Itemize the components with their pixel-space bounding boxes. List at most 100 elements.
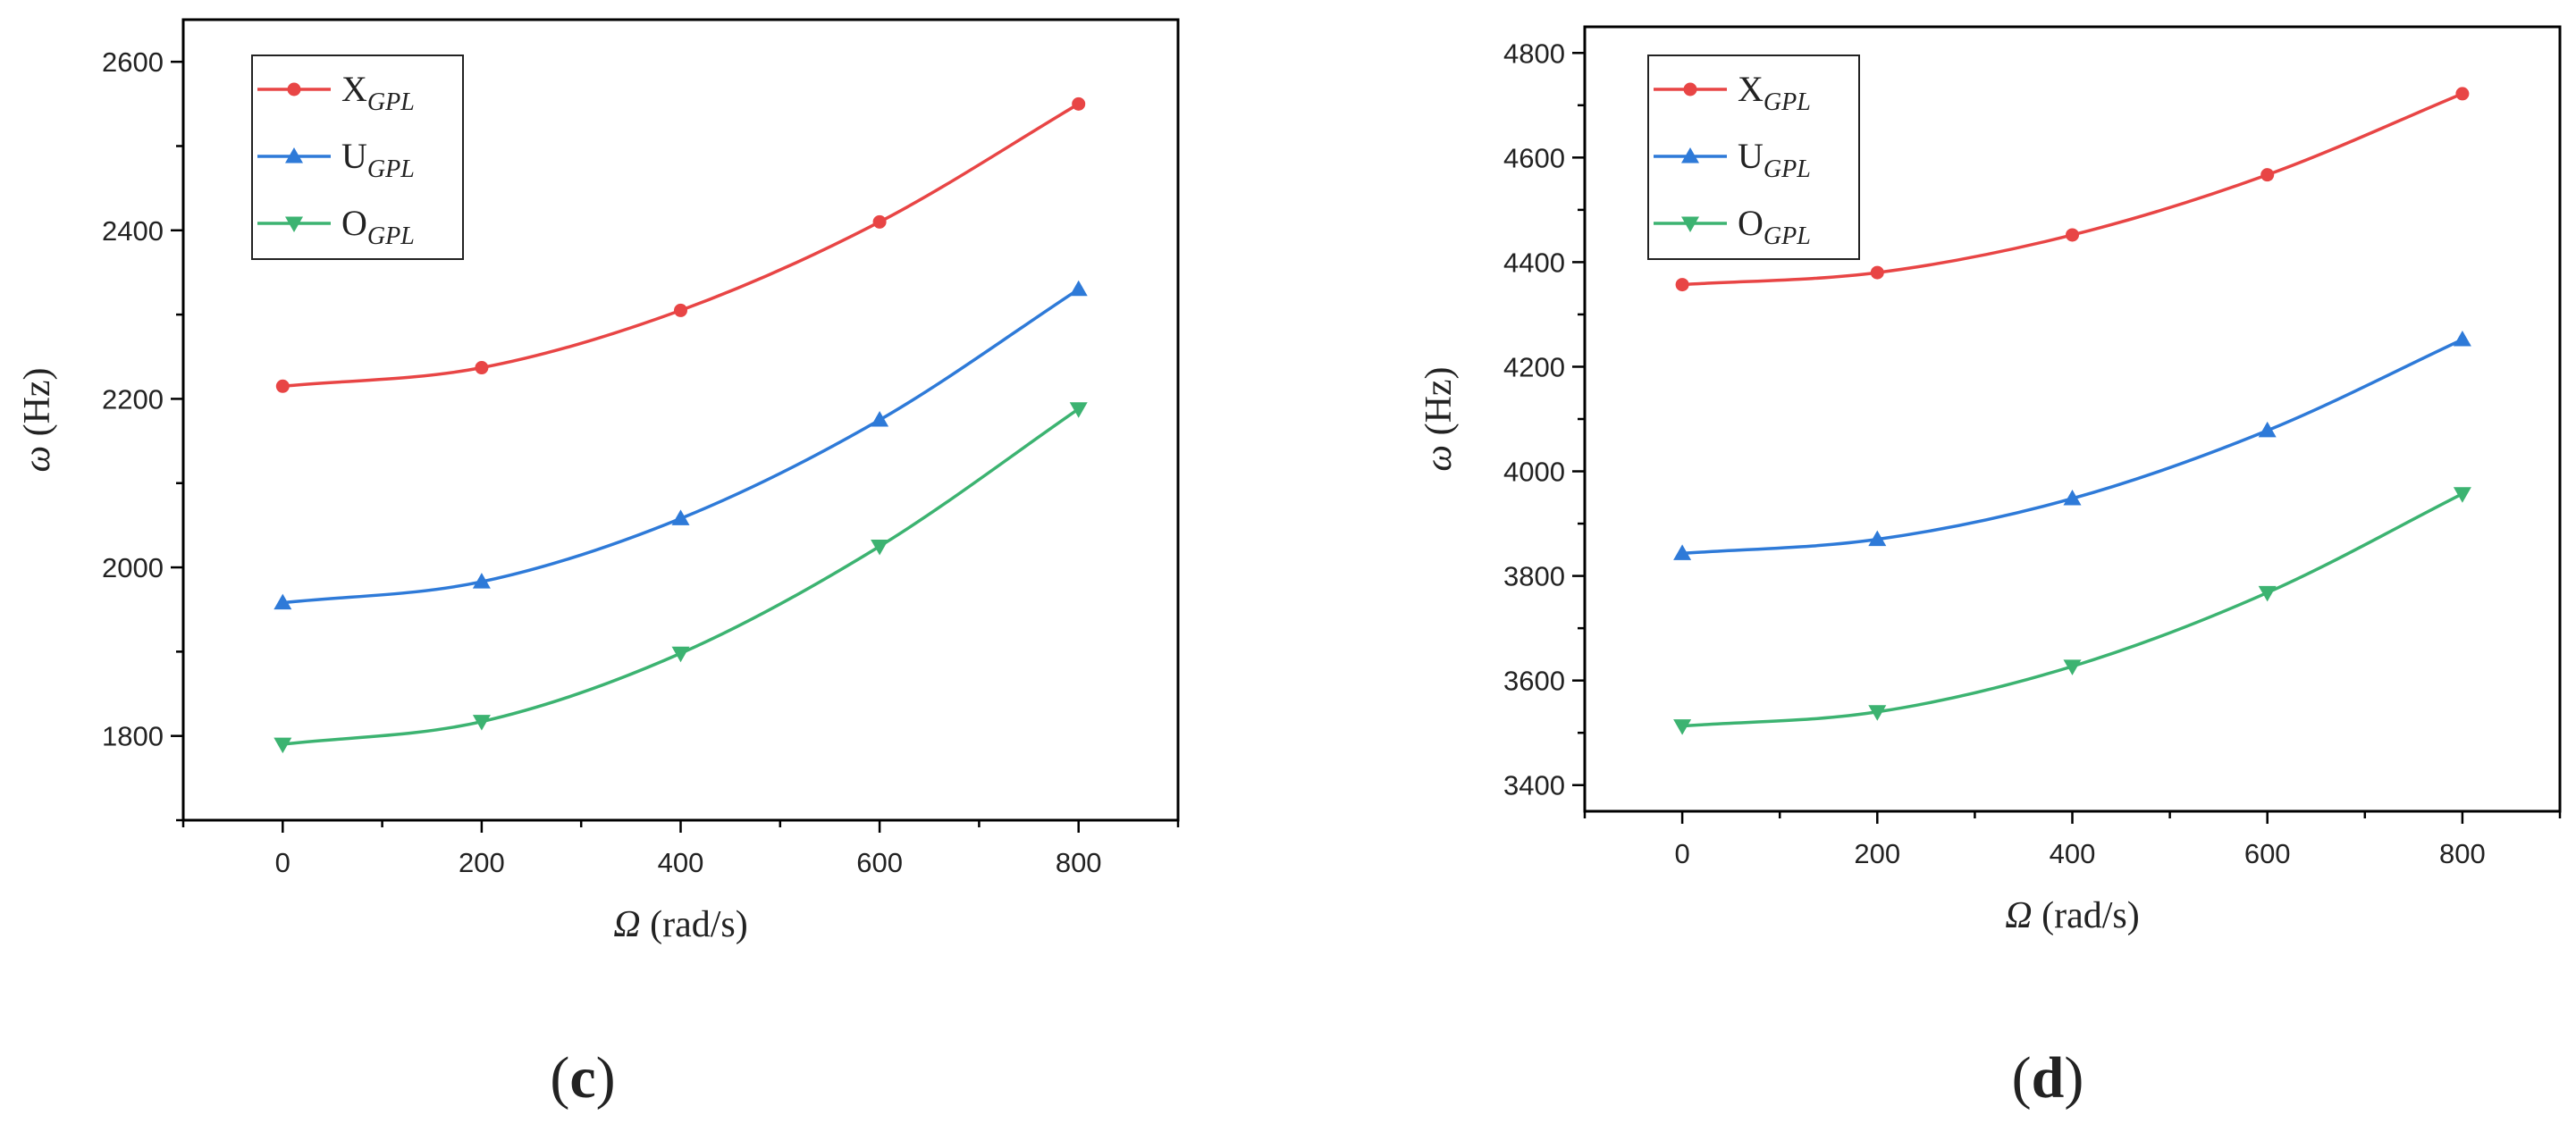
x-tick-label: 600: [856, 847, 903, 878]
data-point-u: [671, 509, 690, 525]
y-tick-label: 4200: [1503, 351, 1565, 382]
data-point-o: [472, 715, 491, 731]
panel-label-close: ): [2064, 1045, 2084, 1111]
x-tick-label: 400: [2050, 838, 2096, 869]
data-point-o: [2453, 487, 2471, 503]
legend-label-u: UGPL: [1738, 136, 1811, 183]
legend-swatch-marker: [1681, 216, 1699, 232]
y-tick-label: 3600: [1503, 666, 1565, 697]
y-axis-label: ω (Hz): [17, 367, 58, 472]
panel-label-open: (: [2012, 1045, 2032, 1111]
y-tick-label: 3800: [1503, 561, 1565, 592]
x-axis-symbol: Ω: [2005, 895, 2032, 936]
legend-label-subscript: GPL: [1764, 88, 1811, 116]
data-point-o: [2258, 585, 2277, 602]
y-axis-symbol: ω: [1418, 445, 1460, 472]
y-axis-unit: (Hz): [17, 367, 58, 445]
data-point-o: [671, 646, 690, 663]
x-axis-symbol: Ω: [613, 904, 640, 945]
data-point-x: [872, 214, 887, 229]
series-line-o: [1681, 492, 2463, 728]
panel-label: (d): [2012, 1045, 2084, 1111]
data-point-u: [871, 411, 889, 427]
chart-panel-c: 0 200 400 600 800 1800 2000 2200 2400 2600 Ω (rad/…: [17, 18, 1180, 945]
y-axis-unit: (Hz): [1418, 366, 1460, 444]
legend-swatch-marker: [285, 147, 303, 164]
data-point-u: [472, 573, 491, 589]
legend-label-subscript: GPL: [1764, 222, 1811, 250]
x-tick-label: 400: [658, 847, 704, 878]
data-point-u: [1673, 544, 1692, 560]
y-axis-symbol: ω: [17, 446, 58, 473]
legend-label-main: O: [1738, 203, 1764, 243]
data-point-o: [274, 737, 292, 754]
y-tick-label: 2400: [102, 215, 164, 247]
legend-swatch-marker: [285, 216, 303, 232]
panel-label: (c): [550, 1045, 615, 1111]
legend-label-subscript: GPL: [367, 88, 415, 116]
x-tick-label: 600: [2244, 838, 2291, 869]
data-point-x: [1870, 265, 1884, 280]
x-tick-label: 0: [1674, 838, 1689, 869]
legend-label-subscript: GPL: [367, 155, 415, 183]
legend-label-o: OGPL: [341, 203, 415, 250]
panel-label-open: (: [550, 1045, 569, 1111]
data-point-o: [871, 539, 889, 556]
legend-swatch-marker: [287, 82, 301, 96]
legend-label-main: X: [341, 69, 367, 109]
data-point-u: [2453, 331, 2471, 347]
data-point-u: [2063, 489, 2082, 506]
y-axis-label: ω (Hz): [1418, 366, 1460, 471]
data-point-x: [275, 379, 290, 393]
data-point-x: [674, 303, 687, 317]
y-tick-label: 3400: [1503, 770, 1565, 801]
x-axis-unit: (rad/s): [2033, 895, 2140, 936]
x-tick-label: 800: [1056, 847, 1102, 878]
x-tick-label: 200: [1854, 838, 1900, 869]
panel-label-close: ): [596, 1045, 616, 1111]
y-tick-label: 2600: [102, 46, 164, 78]
data-point-x: [2066, 228, 2079, 242]
legend-label-subscript: GPL: [1764, 155, 1811, 183]
data-point-u: [1069, 280, 1088, 297]
legend-label-o: OGPL: [1738, 203, 1811, 250]
x-tick-label: 800: [2439, 838, 2486, 869]
legend-label-subscript: GPL: [367, 222, 415, 250]
y-tick-label: 1800: [102, 721, 164, 752]
y-tick-label: 2200: [102, 383, 164, 415]
legend-swatch-marker: [1683, 82, 1697, 96]
legend-label-u: UGPL: [341, 136, 415, 183]
x-axis-label: Ω (rad/s): [2005, 895, 2140, 936]
series-line-u: [1681, 338, 2463, 556]
data-point-o: [1868, 705, 1887, 721]
data-point-u: [274, 593, 292, 610]
y-tick-label: 4800: [1503, 38, 1565, 69]
legend-swatch-marker: [1681, 147, 1699, 164]
panel-label-letter: c: [569, 1045, 595, 1111]
legend-label-x: XGPL: [341, 69, 415, 116]
data-point-x: [2455, 87, 2470, 101]
legend-label-main: X: [1738, 69, 1764, 109]
legend-label-x: XGPL: [1738, 69, 1811, 116]
x-axis-unit: (rad/s): [641, 904, 748, 945]
x-axis-label: Ω (rad/s): [613, 904, 748, 945]
data-point-o: [1673, 719, 1692, 735]
data-point-o: [2063, 659, 2082, 675]
legend-label-main: O: [341, 203, 367, 243]
legend-label-main: U: [341, 136, 367, 176]
data-point-x: [475, 361, 489, 375]
y-tick-label: 4600: [1503, 142, 1565, 173]
series-line-o: [282, 407, 1080, 746]
series-line-u: [282, 288, 1080, 605]
y-tick-label: 4000: [1503, 457, 1565, 488]
data-point-x: [1675, 278, 1689, 292]
chart-panel-d: 0 200 400 600 800 3400 3600 3800 4000 4200 4400 460…: [1418, 25, 2562, 936]
x-tick-label: 0: [275, 847, 290, 878]
data-point-x: [2260, 168, 2275, 182]
x-tick-label: 200: [459, 847, 505, 878]
data-point-o: [1069, 402, 1088, 418]
y-tick-label: 4400: [1503, 247, 1565, 278]
